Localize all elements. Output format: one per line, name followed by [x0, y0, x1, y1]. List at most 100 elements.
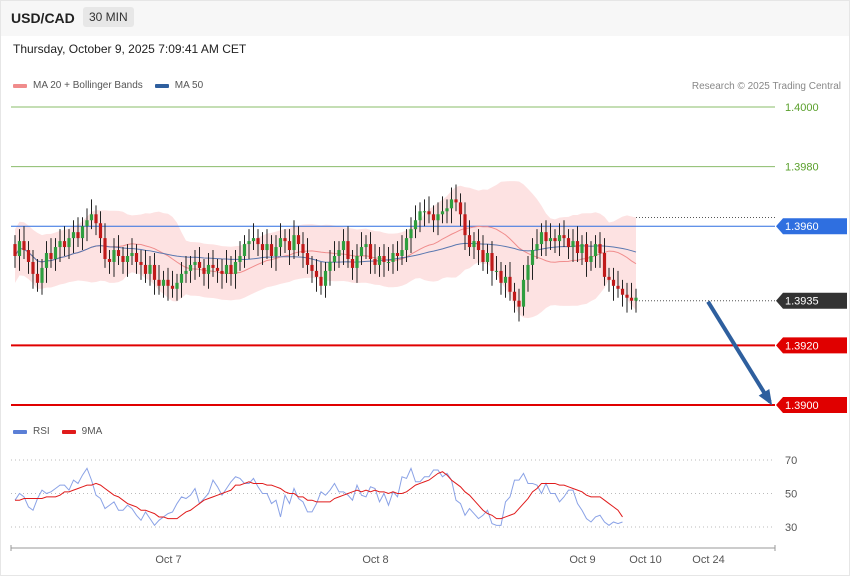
rsi-tick-30: 30	[785, 522, 797, 534]
candle-body	[247, 241, 251, 245]
candle-body	[454, 199, 458, 203]
candle-body	[548, 238, 553, 242]
candle-body	[98, 223, 103, 239]
symbol-title: USD/CAD	[11, 10, 75, 26]
x-tick-Oct-24: Oct 24	[692, 554, 724, 566]
candle-body	[215, 267, 220, 271]
candle-body	[413, 220, 418, 230]
candle-body	[341, 241, 346, 251]
candle-body	[458, 202, 463, 215]
candle-body	[575, 241, 580, 254]
candle-body	[364, 244, 368, 248]
candle-body	[224, 264, 229, 274]
chart-header: USD/CAD 30 MIN	[0, 0, 850, 36]
candle-body	[616, 285, 620, 289]
x-tick-Oct-8: Oct 8	[362, 554, 388, 566]
candle-body	[130, 253, 134, 256]
candle-body	[490, 253, 494, 271]
level-label-1.3980: 1.3980	[785, 162, 819, 174]
candle-body	[377, 256, 382, 265]
candle-body	[40, 267, 44, 283]
legend-label-ma20: MA 20 + Bollinger Bands	[33, 80, 143, 91]
candle-body	[220, 270, 224, 274]
candle-body	[517, 300, 521, 307]
candle-body	[269, 244, 274, 256]
candle-body	[445, 208, 449, 212]
candle-body	[17, 241, 22, 256]
candle-body	[125, 256, 130, 262]
candle-body	[44, 253, 49, 268]
candle-body	[112, 250, 116, 262]
candle-body	[278, 238, 283, 248]
candle-body	[26, 250, 31, 262]
candle-body	[611, 279, 616, 286]
candle-body	[188, 264, 193, 271]
candle-body	[620, 288, 625, 295]
candle-body	[499, 270, 503, 283]
candle-body	[166, 279, 170, 286]
legend-item-ma20: MA 20 + Bollinger Bands	[13, 80, 143, 91]
candle-body	[436, 214, 440, 221]
forecast-arrow-shaft	[706, 300, 772, 404]
candle-body	[395, 253, 400, 256]
candle-body	[521, 279, 526, 307]
candle-body	[463, 214, 467, 236]
candle-body	[589, 256, 593, 262]
candle-body	[607, 276, 611, 280]
candle-body	[301, 244, 305, 254]
candle-body	[557, 235, 562, 242]
rsi-legend: RSI 9MA	[13, 426, 114, 437]
candle-body	[476, 241, 481, 251]
candle-body	[314, 270, 319, 277]
level-label-1.3960: 1.3960	[785, 221, 819, 233]
research-credit: Research © 2025 Trading Central	[691, 81, 841, 92]
candle-body	[323, 270, 328, 286]
candle-body	[296, 235, 301, 245]
candle-body	[553, 238, 557, 242]
candle-body	[53, 247, 58, 259]
candles	[13, 184, 638, 322]
candle-body	[544, 232, 548, 242]
candle-body	[346, 241, 350, 259]
candle-body	[58, 241, 62, 248]
candle-body	[580, 244, 584, 254]
candle-body	[566, 238, 571, 248]
candle-body	[539, 232, 544, 245]
candle-body	[481, 250, 485, 262]
candle-body	[404, 238, 409, 251]
level-tag-1.3935	[776, 292, 847, 309]
candle-body	[211, 264, 215, 268]
legend-swatch-ma20	[13, 83, 27, 88]
legend-item-rsi-ma: 9MA	[61, 426, 102, 437]
rsi-tick-70: 70	[785, 455, 797, 467]
candle-body	[625, 294, 629, 298]
level-tag-1.3920	[776, 337, 847, 354]
candle-body	[368, 244, 373, 259]
candle-body	[530, 250, 535, 265]
candle-body	[157, 279, 161, 286]
candle-body	[143, 264, 148, 274]
level-tag-1.3960	[776, 218, 847, 235]
candle-body	[161, 279, 166, 286]
candle-body	[494, 270, 499, 272]
candle-body	[418, 211, 422, 221]
candle-body	[359, 247, 364, 256]
level-label-1.3935: 1.3935	[785, 296, 819, 308]
rsi-tick-50: 50	[785, 489, 797, 501]
level-label-1.3920: 1.3920	[785, 340, 819, 352]
candle-body	[274, 247, 278, 256]
candle-body	[602, 253, 607, 277]
candle-body	[472, 241, 476, 248]
candle-body	[13, 244, 17, 256]
candle-body	[49, 253, 53, 259]
forecast-arrow-head	[758, 389, 773, 406]
candle-body	[427, 211, 431, 215]
legend-item-rsi: RSI	[13, 426, 50, 437]
candle-body	[292, 235, 296, 251]
candle-body	[256, 238, 260, 245]
candle-body	[85, 220, 89, 227]
rsi-ma-line	[15, 471, 623, 520]
interval-badge[interactable]: 30 MIN	[83, 7, 134, 27]
level-label-1.4000: 1.4000	[785, 102, 819, 114]
